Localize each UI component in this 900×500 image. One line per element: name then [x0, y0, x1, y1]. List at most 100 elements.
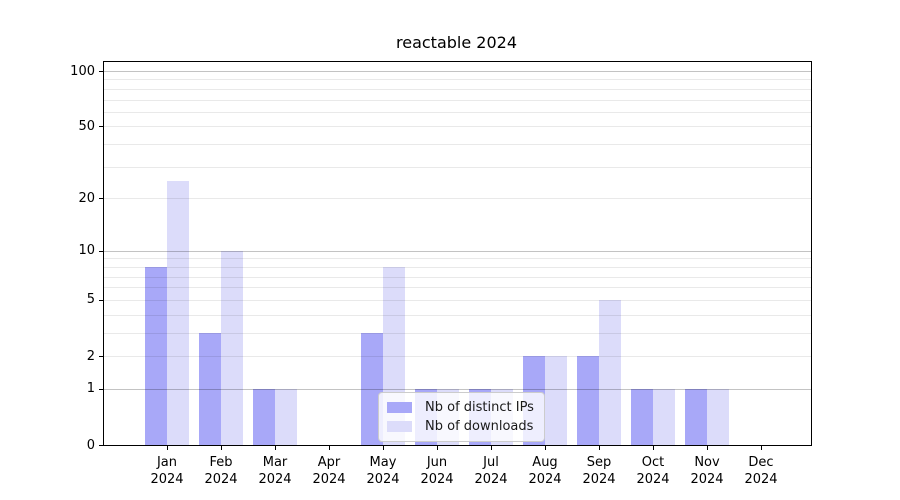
- x-tick-label-apr: Apr 2024: [297, 454, 361, 488]
- y-tick-label-20: 20: [78, 190, 95, 206]
- x-tick-label-month: May: [369, 455, 397, 470]
- x-tick-label-sep: Sep 2024: [567, 454, 631, 488]
- y-tick-mark-2: [99, 356, 104, 357]
- x-tick-mark-oct: [653, 446, 654, 450]
- y-tick-label-1: 1: [86, 381, 95, 397]
- gridline-minor-9: [104, 258, 811, 260]
- gridline-minor-4: [104, 314, 811, 316]
- x-tick-mark-mar: [275, 446, 276, 450]
- x-tick-label-year: 2024: [636, 472, 670, 487]
- x-tick-label-year: 2024: [150, 472, 184, 487]
- gridline-minor-3: [104, 332, 811, 334]
- y-tick-label-0: 0: [86, 437, 95, 453]
- gridline-minor-5: [104, 299, 811, 301]
- x-tick-mark-feb: [221, 446, 222, 450]
- x-tick-label-jul: Jul 2024: [459, 454, 523, 488]
- y-tick-mark-1: [99, 388, 104, 390]
- chart-title: reactable 2024: [396, 33, 517, 52]
- y-tick-mark-10: [99, 250, 104, 252]
- bar-downloads-jan: [167, 180, 189, 445]
- x-tick-label-month: Jan: [156, 455, 178, 470]
- x-tick-mark-aug: [545, 446, 546, 450]
- legend-row-distinct-ips: Nb of distinct IPs: [387, 398, 536, 417]
- bar-downloads-mar: [275, 388, 297, 445]
- bar-downloads-nov: [707, 388, 729, 445]
- x-tick-mark-may: [383, 446, 384, 450]
- x-tick-label-month: Sep: [586, 455, 612, 470]
- x-tick-label-nov: Nov 2024: [675, 454, 739, 488]
- x-tick-label-month: Oct: [641, 455, 665, 470]
- x-tick-mark-jun: [437, 446, 438, 450]
- legend-label-distinct-ips: Nb of distinct IPs: [425, 400, 534, 415]
- plot-area: 0 1 2 5 10 20 50 100 Jan 2024 Feb 2024 Mar 2024 Apr 202…: [70, 61, 812, 487]
- legend-label-downloads: Nb of downloads: [425, 419, 534, 434]
- y-tick-label-10: 10: [78, 243, 95, 259]
- y-tick-label-100: 100: [70, 63, 95, 79]
- x-tick-label-month: Feb: [209, 455, 233, 470]
- y-tick-label-50: 50: [78, 118, 95, 134]
- x-tick-label-month: Apr: [317, 455, 341, 470]
- x-tick-label-jan: Jan 2024: [135, 454, 199, 488]
- x-tick-label-aug: Aug 2024: [513, 454, 577, 488]
- x-tick-label-year: 2024: [690, 472, 724, 487]
- gridline-minor-6: [104, 287, 811, 289]
- bar-downloads-sep: [599, 299, 621, 445]
- x-tick-mark-apr: [329, 446, 330, 450]
- gridline-minor-20: [104, 198, 811, 200]
- x-tick-label-month: Aug: [532, 455, 558, 470]
- gridline-minor-40: [104, 144, 811, 146]
- x-tick-label-year: 2024: [744, 472, 778, 487]
- gridline-minor-70: [104, 99, 811, 101]
- x-tick-label-year: 2024: [204, 472, 238, 487]
- bar-distinct-ips-feb: [199, 332, 221, 445]
- legend-swatch-distinct-ips: [387, 402, 412, 413]
- x-tick-label-oct: Oct 2024: [621, 454, 685, 488]
- bar-downloads-aug: [545, 355, 567, 445]
- gridline-minor-50: [104, 126, 811, 128]
- bar-downloads-oct: [653, 388, 675, 445]
- legend-row-downloads: Nb of downloads: [387, 417, 536, 436]
- legend: Nb of distinct IPs Nb of downloads: [378, 392, 545, 442]
- gridline-minor-7: [104, 276, 811, 278]
- y-tick-mark-100: [99, 71, 104, 72]
- x-tick-label-month: Jul: [483, 455, 499, 470]
- bar-distinct-ips-may: [361, 332, 383, 445]
- legend-swatch-downloads: [387, 421, 412, 432]
- y-tick-label-5: 5: [86, 292, 95, 308]
- x-tick-mark-dec: [761, 446, 762, 450]
- x-tick-label-may: May 2024: [351, 454, 415, 488]
- x-tick-label-month: Dec: [748, 455, 774, 470]
- x-tick-label-dec: Dec 2024: [729, 454, 793, 488]
- bar-distinct-ips-mar: [253, 388, 275, 445]
- x-tick-mark-jan: [167, 446, 168, 450]
- y-tick-label-2: 2: [86, 348, 95, 364]
- x-tick-label-month: Jun: [426, 455, 448, 470]
- x-tick-label-jun: Jun 2024: [405, 454, 469, 488]
- bar-distinct-ips-nov: [685, 388, 707, 445]
- gridline-minor-2: [104, 356, 811, 357]
- x-tick-label-year: 2024: [258, 472, 292, 487]
- bar-distinct-ips-oct: [631, 388, 653, 445]
- gridline-major-100: [104, 71, 811, 72]
- gridline-minor-80: [104, 88, 811, 90]
- gridline-minor-30: [104, 166, 811, 168]
- bar-distinct-ips-jan: [145, 266, 167, 445]
- x-tick-mark-jul: [491, 446, 492, 450]
- gridline-minor-8: [104, 266, 811, 268]
- gridline-minor-90: [104, 79, 811, 81]
- x-tick-label-month: Mar: [262, 455, 288, 470]
- y-tick-mark-0: [99, 445, 104, 446]
- x-tick-label-year: 2024: [582, 472, 616, 487]
- x-tick-label-year: 2024: [528, 472, 562, 487]
- x-tick-label-year: 2024: [420, 472, 454, 487]
- y-tick-mark-50: [99, 126, 104, 128]
- x-tick-mark-sep: [599, 446, 600, 450]
- bar-distinct-ips-sep: [577, 355, 599, 445]
- y-tick-mark-20: [99, 198, 104, 200]
- gridline-minor-60: [104, 111, 811, 113]
- gridline-major-10: [104, 250, 811, 252]
- x-tick-label-feb: Feb 2024: [189, 454, 253, 488]
- x-tick-label-year: 2024: [474, 472, 508, 487]
- x-tick-mark-nov: [707, 446, 708, 450]
